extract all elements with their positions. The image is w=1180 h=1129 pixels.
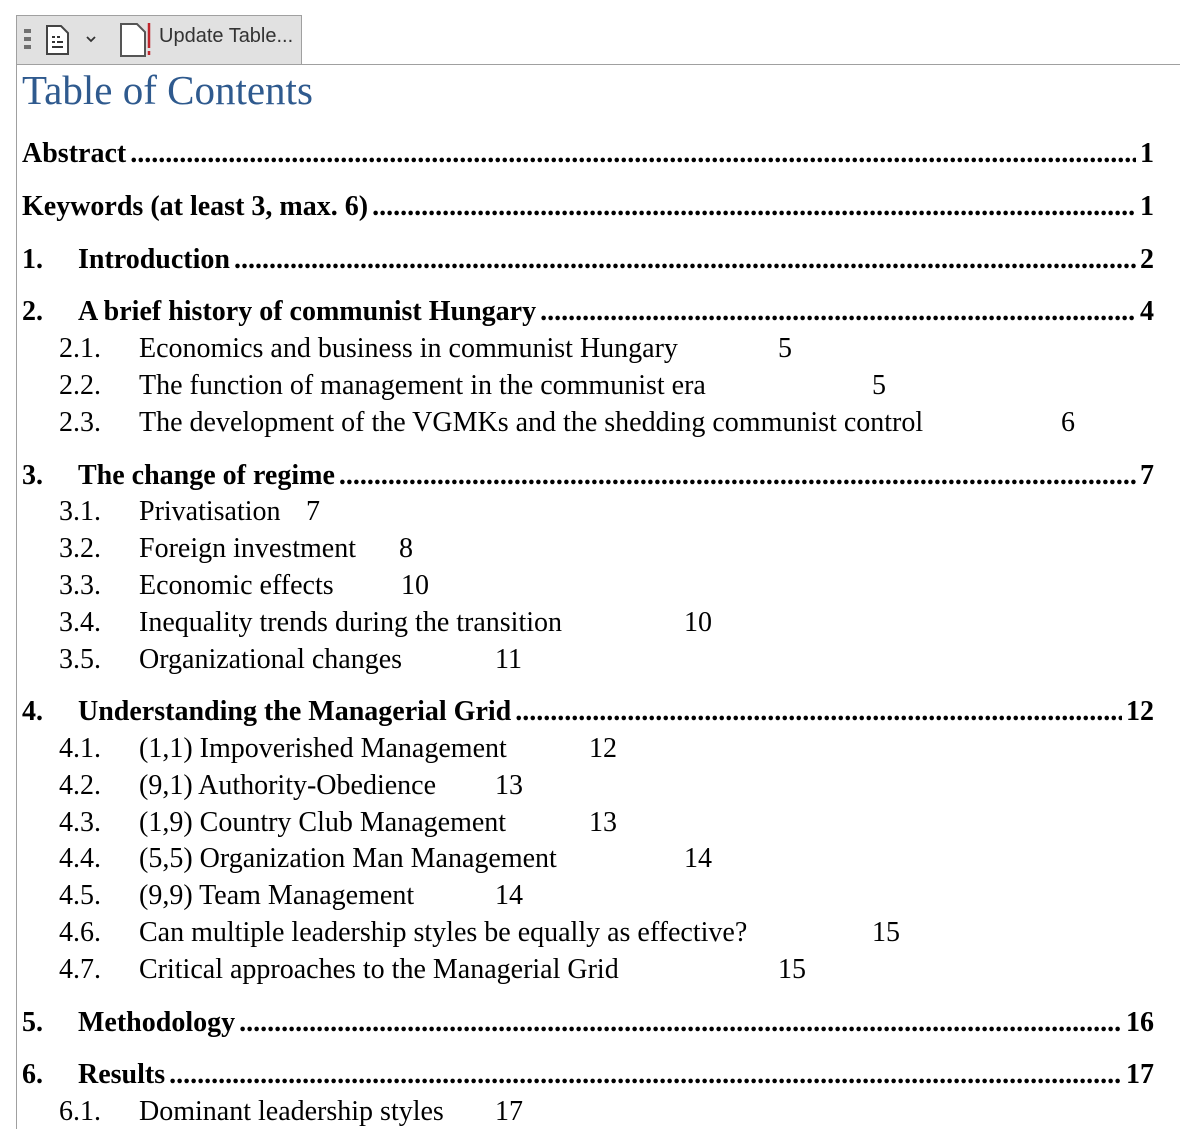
toc-entry[interactable]: 3. The change of regime 7 (22, 460, 1154, 492)
entry-number: 4.7. (59, 954, 101, 985)
dot-leader (515, 696, 1122, 728)
entry-page: 12 (1126, 696, 1154, 727)
entry-number: 6.1. (59, 1096, 101, 1127)
entry-title: (9,1) Authority-Obedience (139, 770, 437, 801)
toc-entry[interactable]: 6. Results 17 (22, 1059, 1154, 1091)
entry-title: The development of the VGMKs and the she… (139, 407, 924, 438)
entry-number: 3.2. (59, 533, 101, 564)
entry-page: 1 (1140, 191, 1154, 222)
entry-page: 13 (589, 807, 617, 838)
chevron-down-icon[interactable] (85, 34, 97, 44)
entry-page: 10 (401, 570, 429, 601)
entry-title: Dominant leadership styles (139, 1096, 444, 1127)
entry-page: 12 (589, 733, 617, 764)
entry-number: 4. (22, 696, 43, 727)
entry-page: 17 (1126, 1059, 1154, 1090)
entry-title: Can multiple leadership styles be equall… (139, 917, 748, 948)
entry-page: 5 (778, 333, 792, 364)
toc-entry-keywords[interactable]: Keywords (at least 3, max. 6) 1 (22, 191, 1154, 223)
entry-title: Introduction (78, 244, 230, 275)
entry-page: 14 (495, 880, 523, 911)
entry-number: 2.2. (59, 370, 101, 401)
update-table-button[interactable]: Update Table... (159, 25, 294, 47)
entry-page: 15 (872, 917, 900, 948)
entry-page: 6 (1061, 407, 1075, 438)
toc-toolbar: Update Table... (16, 15, 302, 64)
toc-entry[interactable]: 4. Understanding the Managerial Grid 12 (22, 696, 1154, 728)
entry-title: Economic effects (139, 570, 334, 601)
entry-number: 4.4. (59, 843, 101, 874)
toc-entry[interactable]: 5. Methodology 16 (22, 1007, 1154, 1039)
dot-leader (339, 460, 1136, 492)
entry-number: 2.1. (59, 333, 101, 364)
toc-entry[interactable]: 1. Introduction 2 (22, 244, 1154, 276)
entry-title: Economics and business in communist Hung… (139, 333, 678, 364)
entry-number: 4.5. (59, 880, 101, 911)
divider (16, 64, 1180, 65)
entry-page: 7 (306, 496, 320, 527)
entry-title: Privatisation (139, 496, 281, 527)
entry-title: Organizational changes (139, 644, 403, 675)
entry-page: 15 (778, 954, 806, 985)
toc-entry-abstract[interactable]: Abstract 1 (22, 138, 1154, 170)
entry-title: Foreign investment (139, 533, 356, 564)
entry-page: 8 (399, 533, 413, 564)
entry-page: 10 (684, 607, 712, 638)
toc-icon[interactable] (45, 25, 71, 55)
entry-page: 4 (1140, 296, 1154, 327)
entry-title: Abstract (22, 138, 127, 169)
entry-title: The function of management in the commun… (139, 370, 706, 401)
dot-leader (540, 296, 1136, 328)
entry-title: Inequality trends during the transition (139, 607, 563, 638)
entry-number: 3.1. (59, 496, 101, 527)
entry-title: Keywords (at least 3, max. 6) (22, 191, 369, 222)
entry-title: (5,5) Organization Man Management (139, 843, 557, 874)
entry-title: Understanding the Managerial Grid (78, 696, 512, 727)
entry-page: 16 (1126, 1007, 1154, 1038)
page-title: Table of Contents (22, 67, 313, 113)
entry-number: 4.1. (59, 733, 101, 764)
entry-page: 1 (1140, 138, 1154, 169)
dot-leader (372, 191, 1136, 223)
entry-title: Critical approaches to the Managerial Gr… (139, 954, 619, 985)
dot-leader (234, 244, 1136, 276)
entry-number: 3.5. (59, 644, 101, 675)
entry-title: The change of regime (78, 460, 335, 491)
entry-number: 4.6. (59, 917, 101, 948)
entry-number: 4.2. (59, 770, 101, 801)
entry-page: 14 (684, 843, 712, 874)
entry-number: 6. (22, 1059, 43, 1090)
entry-number: 3. (22, 460, 43, 491)
entry-number: 3.4. (59, 607, 101, 638)
entry-page: 11 (495, 644, 522, 675)
entry-page: 5 (872, 370, 886, 401)
entry-title: A brief history of communist Hungary (78, 296, 537, 327)
entry-page: 2 (1140, 244, 1154, 275)
toc-entry[interactable]: 2. A brief history of communist Hungary 4 (22, 296, 1154, 328)
dot-leader (239, 1007, 1122, 1039)
entry-number: 2. (22, 296, 43, 327)
dot-leader (130, 138, 1136, 170)
entry-number: 4.3. (59, 807, 101, 838)
entry-title: (1,9) Country Club Management (139, 807, 507, 838)
entry-page: 17 (495, 1096, 523, 1127)
entry-title: Results (78, 1059, 166, 1090)
entry-page: 7 (1140, 460, 1154, 491)
entry-number: 3.3. (59, 570, 101, 601)
entry-title: Methodology (78, 1007, 236, 1038)
divider (16, 64, 17, 1129)
update-table-icon[interactable] (119, 22, 155, 58)
entry-title: (1,1) Impoverished Management (139, 733, 507, 764)
dot-leader (169, 1059, 1122, 1091)
entry-number: 2.3. (59, 407, 101, 438)
entry-number: 5. (22, 1007, 43, 1038)
entry-page: 13 (495, 770, 523, 801)
entry-number: 1. (22, 244, 43, 275)
grip-icon[interactable] (24, 29, 31, 53)
entry-title: (9,9) Team Management (139, 880, 415, 911)
